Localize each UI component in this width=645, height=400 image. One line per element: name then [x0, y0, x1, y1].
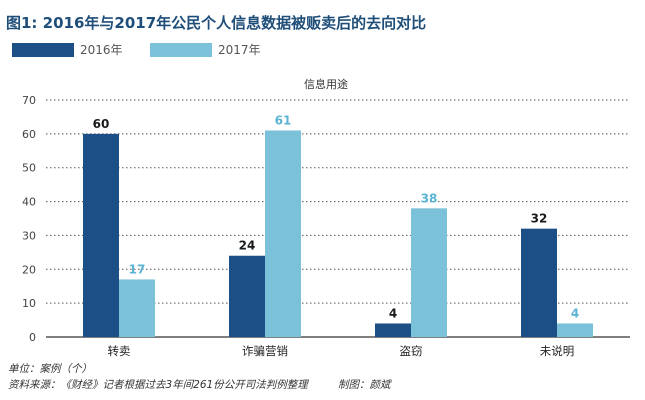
category-label: 诈骗营销	[242, 344, 288, 358]
y-tick-label: 0	[29, 331, 36, 344]
bar-2016	[521, 228, 557, 337]
bar-2016	[83, 133, 119, 337]
bar-2017	[557, 323, 593, 337]
credit-note: 制图：颜斌	[338, 379, 392, 391]
unit-note: 单位：案例（个）	[8, 363, 92, 375]
data-label: 4	[389, 306, 397, 320]
legend-swatch-2016	[12, 43, 74, 57]
data-label: 61	[275, 113, 292, 127]
y-tick-label: 50	[22, 162, 36, 175]
y-tick-label: 70	[22, 94, 36, 107]
legend: 2016年 2017年	[12, 43, 261, 57]
category-label: 转卖	[108, 344, 131, 358]
bar-2017	[119, 279, 155, 337]
bar-2016	[375, 323, 411, 337]
category-label: 未说明	[540, 344, 575, 358]
data-label: 60	[93, 117, 110, 131]
data-label: 32	[531, 212, 548, 226]
category-label: 盗窃	[400, 344, 423, 358]
legend-swatch-2017	[150, 43, 212, 57]
chart-title: 图1: 2016年与2017年公民个人信息数据被贩卖后的去向对比	[6, 14, 426, 32]
legend-label-2016: 2016年	[80, 43, 123, 57]
y-tick-label: 40	[22, 196, 36, 209]
y-tick-label: 30	[22, 229, 36, 242]
data-label: 17	[129, 262, 146, 276]
data-label: 24	[239, 239, 256, 253]
bar-2017	[411, 208, 447, 337]
y-tick-label: 10	[22, 297, 36, 310]
chart-subtitle: 信息用途	[304, 77, 348, 91]
bar-2016	[229, 255, 265, 337]
x-axis-categories: 转卖 诈骗营销 盗窃 未说明	[108, 344, 575, 358]
data-labels: 60 17 24 61 4 38 32 4	[93, 113, 580, 320]
source-note: 资料来源：《财经》记者根据过去3年间261份公开司法判例整理	[8, 379, 309, 391]
legend-label-2017: 2017年	[218, 43, 261, 57]
data-label: 38	[421, 191, 438, 205]
y-tick-label: 60	[22, 128, 36, 141]
bars	[83, 130, 593, 337]
data-label: 4	[571, 306, 579, 320]
bar-2017	[265, 130, 301, 337]
y-axis-ticks: 0 10 20 30 40 50 60 70	[22, 94, 36, 344]
y-tick-label: 20	[22, 263, 36, 276]
